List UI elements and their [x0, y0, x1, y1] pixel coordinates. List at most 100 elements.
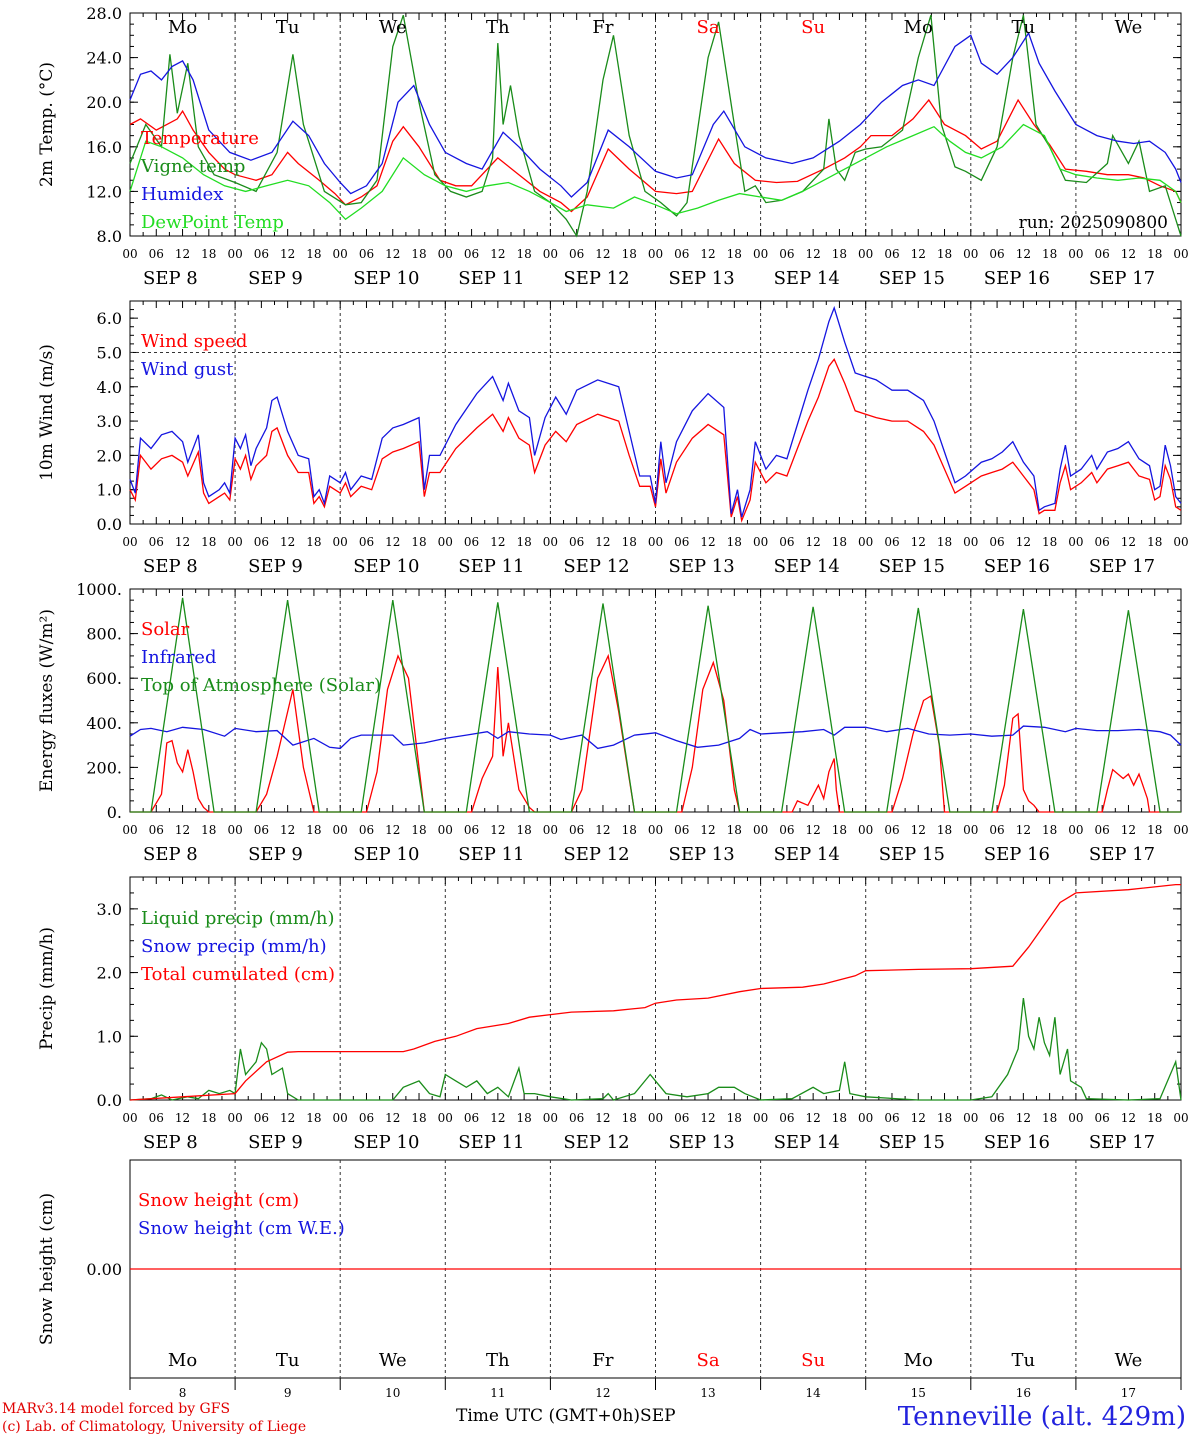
date-label: SEP 14 — [774, 556, 840, 577]
y-tick-label: 200. — [86, 758, 122, 777]
hour-label: 06 — [779, 535, 794, 549]
hour-label: 06 — [359, 535, 374, 549]
y-tick-label: 0.0 — [97, 1091, 122, 1110]
y-tick-label: 1.0 — [97, 1027, 122, 1046]
hour-label: 18 — [622, 1111, 637, 1125]
hour-label: 00 — [648, 1111, 663, 1125]
panel-frame — [129, 300, 1182, 525]
hour-label: 18 — [306, 247, 321, 261]
hour-label: 06 — [779, 823, 794, 837]
y-tick-label: 600. — [86, 669, 122, 688]
hour-label: 00 — [438, 1111, 453, 1125]
hour-label: 06 — [674, 823, 689, 837]
hour-label: 00 — [333, 247, 348, 261]
hour-label: 12 — [595, 823, 610, 837]
hour-label: 00 — [227, 535, 242, 549]
hour-label: 12 — [806, 823, 821, 837]
series-line-red — [129, 883, 1181, 1101]
hour-label: 00 — [438, 247, 453, 261]
day-name: Mo — [904, 1350, 933, 1371]
hour-label: 00 — [963, 823, 978, 837]
hour-label: 18 — [727, 247, 742, 261]
date-label: SEP 11 — [458, 844, 524, 865]
date-label: SEP 13 — [669, 268, 735, 289]
hour-label: 06 — [884, 823, 899, 837]
series-line-green — [130, 597, 1181, 813]
hour-label: 12 — [175, 823, 190, 837]
series-line-lightgreen — [129, 123, 1182, 221]
y-tick-label: 1000. — [76, 580, 122, 599]
hour-label: 18 — [516, 535, 531, 549]
hour-label: 18 — [937, 247, 952, 261]
hour-label: 00 — [227, 823, 242, 837]
hour-label: 00 — [753, 535, 768, 549]
hour-label: 12 — [1016, 247, 1031, 261]
hour-label: 18 — [832, 247, 847, 261]
hour-label: 00 — [753, 247, 768, 261]
day-name: Su — [801, 17, 825, 38]
y-tick-label: 20.0 — [86, 93, 122, 112]
hour-label: 18 — [1042, 1111, 1057, 1125]
hour-label: 12 — [806, 247, 821, 261]
hour-label: 06 — [359, 1111, 374, 1125]
hour-label: 12 — [385, 823, 400, 837]
hour-label: 18 — [1042, 247, 1057, 261]
hour-label: 00 — [1173, 823, 1188, 837]
hour-label: 00 — [858, 535, 873, 549]
date-label: SEP 9 — [248, 844, 303, 865]
day-name: Th — [486, 1350, 510, 1371]
hour-label: 12 — [700, 247, 715, 261]
hour-label: 18 — [832, 535, 847, 549]
legend-red: Wind speed — [141, 331, 247, 352]
date-label: SEP 14 — [774, 844, 840, 865]
day-name: Mo — [168, 1350, 197, 1371]
hour-label: 12 — [911, 535, 926, 549]
y-tick-label: 3.0 — [97, 412, 122, 431]
hour-label: 06 — [464, 247, 479, 261]
legend-green: Liquid precip (mm/h) — [141, 908, 335, 929]
hour-label: 06 — [254, 1111, 269, 1125]
hour-label: 06 — [149, 535, 164, 549]
day-number: 9 — [284, 1386, 292, 1400]
hour-label: 18 — [1042, 535, 1057, 549]
hour-label: 00 — [1173, 1111, 1188, 1125]
hour-label: 18 — [1147, 247, 1162, 261]
y-axis-label: 2m Temp. (°C) — [37, 62, 57, 187]
hour-label: 06 — [254, 823, 269, 837]
hour-label: 18 — [727, 823, 742, 837]
hour-label: 00 — [543, 1111, 558, 1125]
hour-label: 00 — [858, 823, 873, 837]
hour-label: 18 — [832, 1111, 847, 1125]
date-label: SEP 15 — [879, 556, 945, 577]
hour-label: 12 — [806, 535, 821, 549]
day-name: Su — [801, 1350, 825, 1371]
hour-label: 00 — [963, 535, 978, 549]
hour-label: 06 — [149, 823, 164, 837]
hour-label: 12 — [700, 823, 715, 837]
hour-label: 06 — [674, 535, 689, 549]
hour-label: 18 — [201, 823, 216, 837]
hour-label: 00 — [858, 247, 873, 261]
date-label: SEP 12 — [563, 268, 629, 289]
hour-label: 18 — [1147, 1111, 1162, 1125]
date-label: SEP 13 — [669, 1132, 735, 1153]
hour-label: 18 — [411, 535, 426, 549]
date-label: SEP 8 — [143, 268, 198, 289]
hour-label: 00 — [648, 247, 663, 261]
y-tick-label: 28.0 — [86, 4, 122, 23]
series-line-blue — [129, 305, 1182, 518]
hour-label: 06 — [674, 1111, 689, 1125]
day-name: We — [1115, 1350, 1143, 1371]
y-tick-label: 5.0 — [97, 343, 122, 362]
day-number: 13 — [700, 1386, 715, 1400]
hour-label: 12 — [1121, 1111, 1136, 1125]
day-name: Mo — [904, 17, 933, 38]
panel-frame — [129, 588, 1182, 813]
time-axis-label: Time UTC (GMT+0h) — [456, 1406, 641, 1426]
legend-red: Total cumulated (cm) — [141, 964, 335, 985]
hour-label: 12 — [1016, 1111, 1031, 1125]
day-number: 10 — [385, 1386, 400, 1400]
day-name: Tu — [1012, 17, 1036, 38]
legend-red: Solar — [141, 619, 190, 640]
day-name: Th — [486, 17, 510, 38]
